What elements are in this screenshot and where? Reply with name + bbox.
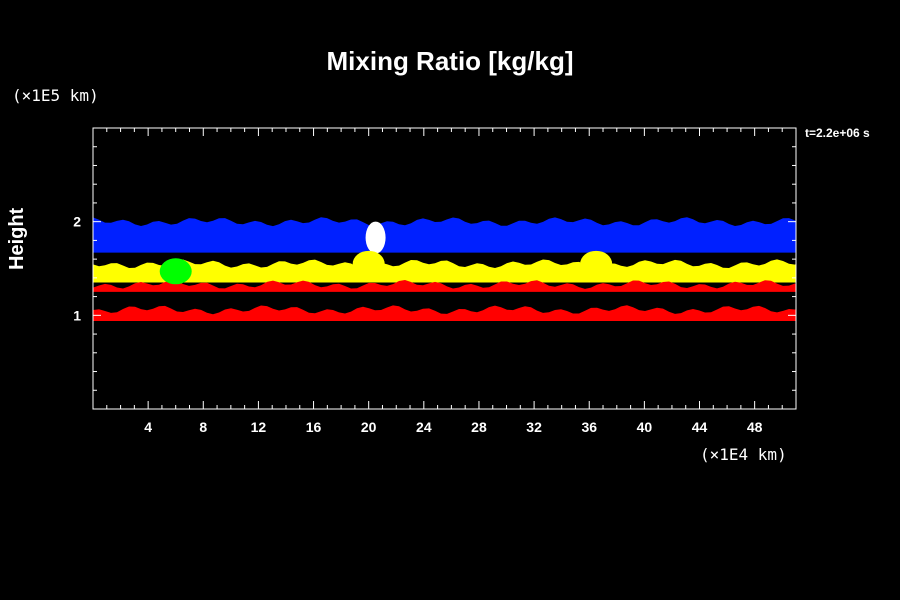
feature-3 bbox=[159, 258, 192, 285]
x-tick-label: 32 bbox=[526, 419, 542, 435]
y-axis-label: Height bbox=[6, 207, 28, 270]
feature-2 bbox=[580, 250, 613, 277]
axes-frame bbox=[92, 127, 797, 410]
colored-features bbox=[159, 221, 613, 285]
x-tick-label: 44 bbox=[692, 419, 708, 435]
band-1 bbox=[93, 259, 796, 283]
colored-bands bbox=[93, 217, 796, 321]
x-tick-label: 8 bbox=[199, 419, 207, 435]
time-label: t=2.2e+06 s bbox=[805, 126, 870, 140]
band-2 bbox=[93, 280, 796, 292]
x-tick-label: 40 bbox=[637, 419, 653, 435]
x-tick-label: 4 bbox=[144, 419, 152, 435]
x-tick-label: 28 bbox=[471, 419, 487, 435]
feature-0 bbox=[365, 221, 386, 254]
x-tick-label: 24 bbox=[416, 419, 432, 435]
y-tick-label: 1 bbox=[73, 307, 81, 323]
chart-title: Mixing Ratio [kg/kg] bbox=[326, 46, 574, 76]
x-tick-label: 48 bbox=[747, 419, 763, 435]
band-3 bbox=[93, 305, 796, 321]
x-tick-label: 20 bbox=[361, 419, 377, 435]
y-tick-label: 2 bbox=[73, 214, 81, 230]
y-unit-label: (×1E5 km) bbox=[12, 86, 99, 105]
x-tick-label: 12 bbox=[251, 419, 267, 435]
feature-1 bbox=[352, 250, 385, 277]
x-unit-label: (×1E4 km) bbox=[700, 445, 787, 464]
x-tick-label: 36 bbox=[581, 419, 597, 435]
band-0 bbox=[93, 217, 796, 253]
x-tick-label: 16 bbox=[306, 419, 322, 435]
